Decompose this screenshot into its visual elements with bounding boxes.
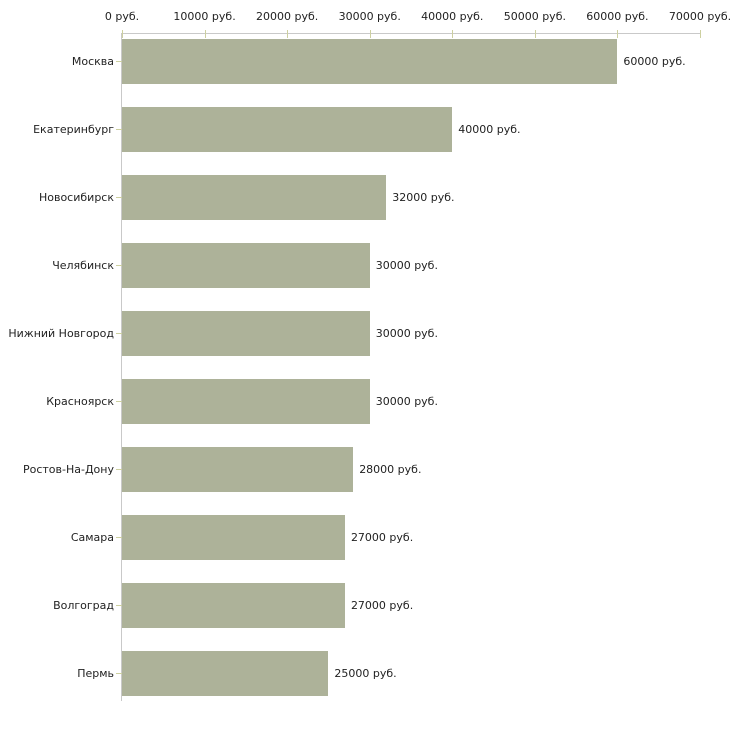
y-axis-tick [116, 401, 122, 402]
bar-row: Ростов-На-Дону 28000 руб. [23, 447, 700, 492]
category-label: Красноярск [46, 395, 114, 408]
y-axis-tick [116, 61, 122, 62]
x-axis-tick-label: 50000 руб. [503, 10, 566, 23]
bar [122, 379, 370, 424]
plot-area: 0 руб. 10000 руб. 20000 руб. 30000 руб. 4000… [8, 10, 730, 701]
x-axis-tick-label: 40000 руб. [421, 10, 484, 23]
x-axis-tick [287, 30, 289, 38]
value-label: 28000 руб. [359, 463, 422, 476]
bar [122, 243, 370, 288]
x-axis-tick-label: 0 руб. [104, 10, 140, 23]
category-label: Пермь [77, 667, 114, 680]
x-axis-tick-label: 30000 руб. [338, 10, 401, 23]
bar [122, 39, 618, 84]
value-label: 60000 руб. [623, 55, 686, 68]
value-label: 30000 руб. [375, 327, 438, 340]
bar-row: Челябинск 30000 руб. [52, 243, 700, 288]
bar [122, 175, 387, 220]
y-axis-tick [116, 333, 122, 334]
bar [122, 447, 354, 492]
y-axis-tick [116, 265, 122, 266]
category-label: Москва [71, 55, 114, 68]
y-axis-tick [116, 537, 122, 538]
value-label: 30000 руб. [375, 395, 438, 408]
category-label: Нижний Новгород [8, 327, 114, 340]
category-label: Челябинск [52, 259, 114, 272]
category-label: Волгоград [53, 599, 114, 612]
y-axis-tick [116, 605, 122, 606]
bar-row: Красноярск 30000 руб. [46, 379, 700, 424]
bar-row: Екатеринбург 40000 руб. [33, 107, 700, 152]
y-axis-tick [116, 197, 122, 198]
y-axis-tick [116, 673, 122, 674]
value-label: 32000 руб. [392, 191, 455, 204]
bar-row: Новосибирск 32000 руб. [39, 175, 700, 220]
category-label: Екатеринбург [33, 123, 114, 136]
bar-row: Москва 60000 руб. [72, 39, 700, 84]
x-axis-tick [700, 30, 701, 38]
x-axis-tick [534, 30, 536, 38]
category-label: Новосибирск [38, 191, 114, 204]
bar-row: Нижний Новгород 30000 руб. [8, 311, 700, 356]
bar-row: Пермь 25000 руб. [77, 651, 700, 696]
bar [122, 583, 345, 628]
value-label: 40000 руб. [458, 123, 521, 136]
x-axis-tick [452, 30, 454, 38]
bar-row: Волгоград 27000 руб. [53, 583, 700, 628]
bar [122, 311, 370, 356]
bar [122, 651, 329, 696]
bar [122, 515, 345, 560]
x-axis-tick [617, 30, 619, 38]
value-label: 27000 руб. [350, 599, 414, 612]
y-axis-tick [116, 469, 122, 470]
y-axis-tick [116, 129, 122, 130]
x-axis-tick [204, 30, 206, 38]
x-axis-tick-label: 70000 руб. [668, 10, 730, 23]
x-axis-tick-label: 20000 руб. [256, 10, 319, 23]
bar [122, 107, 453, 152]
value-label: 27000 руб. [350, 531, 414, 544]
x-axis-tick [122, 30, 123, 38]
value-label: 30000 руб. [375, 259, 438, 272]
x-axis-tick-label: 10000 руб. [173, 10, 236, 23]
bar-row: Самара 27000 руб. [71, 515, 700, 560]
x-axis-tick-label: 60000 руб. [586, 10, 649, 23]
category-label: Ростов-На-Дону [22, 463, 114, 476]
value-label: 25000 руб. [334, 667, 397, 680]
category-label: Самара [70, 531, 114, 544]
x-axis-tick [369, 30, 371, 38]
